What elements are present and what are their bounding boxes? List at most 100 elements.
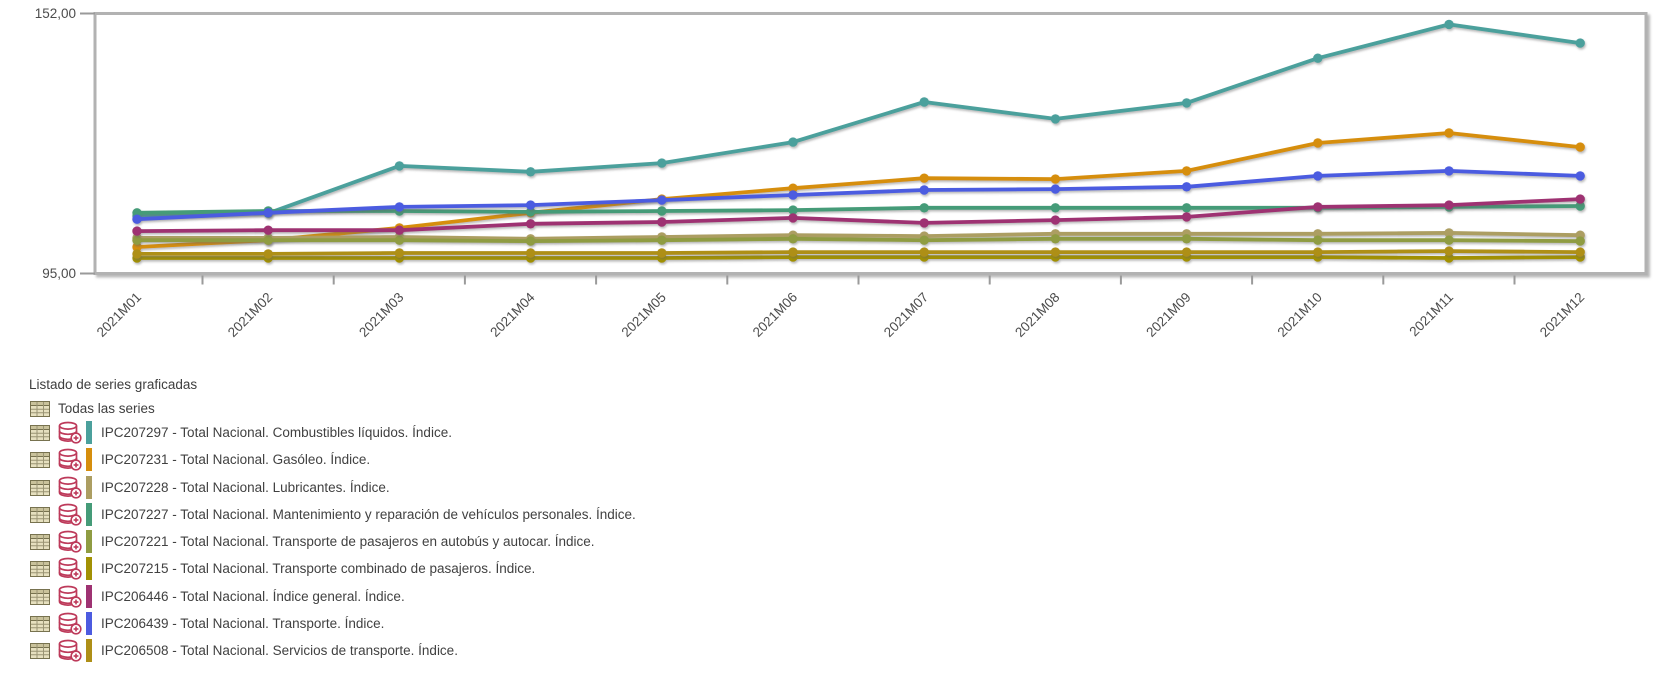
series-point-IPC207227-2021M06 [788,205,798,215]
series-color-swatch [86,639,92,662]
series-point-IPC206508-2021M09 [1181,247,1192,257]
series-point-IPC207221-2021M10 [1313,235,1323,245]
series-point-IPC207221-2021M06 [788,234,798,244]
database-add-icon[interactable] [57,585,83,608]
all-series-label: Todas las series [58,401,155,416]
database-add-icon[interactable] [57,503,83,526]
series-label: IPC207227 - Total Nacional. Mantenimient… [101,507,636,522]
x-axis-label: 2021M11 [1406,290,1456,340]
legend-series-row-IPC207231: IPC207231 - Total Nacional. Gasóleo. Índ… [30,448,370,471]
x-axis-label: 2021M12 [1537,290,1587,340]
database-add-icon[interactable] [57,639,83,662]
series-line-IPC206446 [135,197,1583,234]
table-icon[interactable] [30,451,50,468]
series-point-IPC206446-2021M08 [1050,215,1061,225]
database-add-icon[interactable] [57,448,83,471]
series-line-IPC207221 [135,236,1583,244]
x-axis-label: 2021M03 [356,290,406,340]
series-point-IPC207231-2021M12 [1575,142,1585,152]
x-axis-label: 2021M10 [1275,290,1325,340]
series-point-IPC207297-2021M08 [1050,114,1061,124]
database-add-icon[interactable] [57,530,83,553]
series-label: IPC206439 - Total Nacional. Transporte. … [101,616,385,631]
series-point-IPC207227-2021M09 [1181,203,1192,213]
series-label: IPC207297 - Total Nacional. Combustibles… [101,425,452,440]
table-icon[interactable] [30,479,50,496]
table-icon[interactable] [30,424,50,441]
series-point-IPC206446-2021M11 [1444,200,1454,210]
series-point-IPC206446-2021M05 [657,217,667,227]
series-point-IPC207227-2021M07 [919,203,929,213]
series-point-IPC206439-2021M04 [525,200,536,210]
series-point-IPC207297-2021M12 [1575,38,1585,48]
series-point-IPC206508-2021M05 [657,248,667,258]
series-point-IPC207221-2021M11 [1444,235,1454,245]
series-color-swatch [86,612,92,635]
series-point-IPC207221-2021M04 [525,236,536,246]
x-axis-label: 2021M01 [94,290,144,340]
table-icon[interactable] [30,642,50,659]
series-point-IPC207228-2021M11 [1444,228,1454,238]
legend-series-row-IPC206446: IPC206446 - Total Nacional. Índice gener… [30,585,405,608]
table-icon[interactable] [30,588,50,605]
legend-series-row-IPC207227: IPC207227 - Total Nacional. Mantenimient… [30,503,636,526]
series-point-IPC206508-2021M06 [788,247,798,257]
series-point-IPC206446-2021M07 [919,218,929,228]
x-axis-label: 2021M07 [881,290,931,340]
table-icon[interactable] [30,506,50,523]
database-add-icon[interactable] [57,476,83,499]
series-group-IPC206446 [132,194,1585,236]
legend-series-row-IPC207215: IPC207215 - Total Nacional. Transporte c… [30,557,535,580]
table-icon[interactable] [30,560,50,577]
series-point-IPC206508-2021M10 [1313,247,1323,257]
series-label: IPC207221 - Total Nacional. Transporte d… [101,534,595,549]
series-point-IPC206508-2021M07 [919,247,929,257]
database-add-icon[interactable] [57,612,83,635]
series-point-IPC207215-2021M11 [1444,253,1454,263]
series-point-IPC206508-2021M04 [525,248,536,258]
series-label: IPC206446 - Total Nacional. Índice gener… [101,589,405,604]
series-point-IPC206439-2021M10 [1313,171,1323,181]
series-point-IPC207221-2021M12 [1575,236,1585,246]
series-color-swatch [86,476,92,499]
series-group-IPC206508 [132,246,1585,259]
series-point-IPC206439-2021M02 [263,208,273,218]
series-point-IPC206446-2021M12 [1575,194,1585,204]
series-point-IPC207297-2021M09 [1181,98,1192,108]
series-label: IPC207228 - Total Nacional. Lubricantes.… [101,480,390,495]
table-icon[interactable] [30,615,50,632]
series-point-IPC206439-2021M07 [919,185,929,195]
x-axis-label: 2021M04 [487,289,538,340]
series-color-swatch [86,585,92,608]
series-point-IPC207221-2021M01 [132,235,142,245]
database-add-icon[interactable] [57,557,83,580]
series-label: IPC206508 - Total Nacional. Servicios de… [101,643,458,658]
series-point-IPC207221-2021M09 [1181,234,1192,244]
series-point-IPC206446-2021M10 [1313,202,1323,212]
series-point-IPC207227-2021M05 [657,206,667,216]
legend-title: Listado de series graficadas [29,377,198,392]
series-point-IPC207297-2021M10 [1313,53,1323,63]
x-axis-label: 2021M05 [619,290,669,340]
y-axis-label: 95,00 [42,266,76,281]
table-icon[interactable] [30,533,50,550]
table-icon[interactable] [30,400,50,417]
series-point-IPC206439-2021M09 [1181,182,1192,192]
series-color-swatch [86,448,92,471]
database-add-icon[interactable] [57,421,83,444]
series-line-IPC207297 [135,22,1583,218]
series-point-IPC206439-2021M06 [788,190,798,200]
series-point-IPC207231-2021M07 [919,173,929,183]
x-axis-label: 2021M06 [750,290,800,340]
series-point-IPC206446-2021M03 [394,225,405,235]
y-axis-label: 152,00 [35,6,76,21]
series-point-IPC207231-2021M01 [132,242,142,252]
series-point-IPC206508-2021M12 [1575,247,1585,257]
series-point-IPC207227-2021M12 [1575,201,1585,211]
line-chart: 152,00 95,00 2021M01 2021M02 2021M03 2021M04 2… [35,6,1648,340]
series-point-IPC207297-2021M06 [788,137,798,147]
series-color-swatch [86,530,92,553]
legend-series-row-IPC206439: IPC206439 - Total Nacional. Transporte. … [30,612,384,635]
